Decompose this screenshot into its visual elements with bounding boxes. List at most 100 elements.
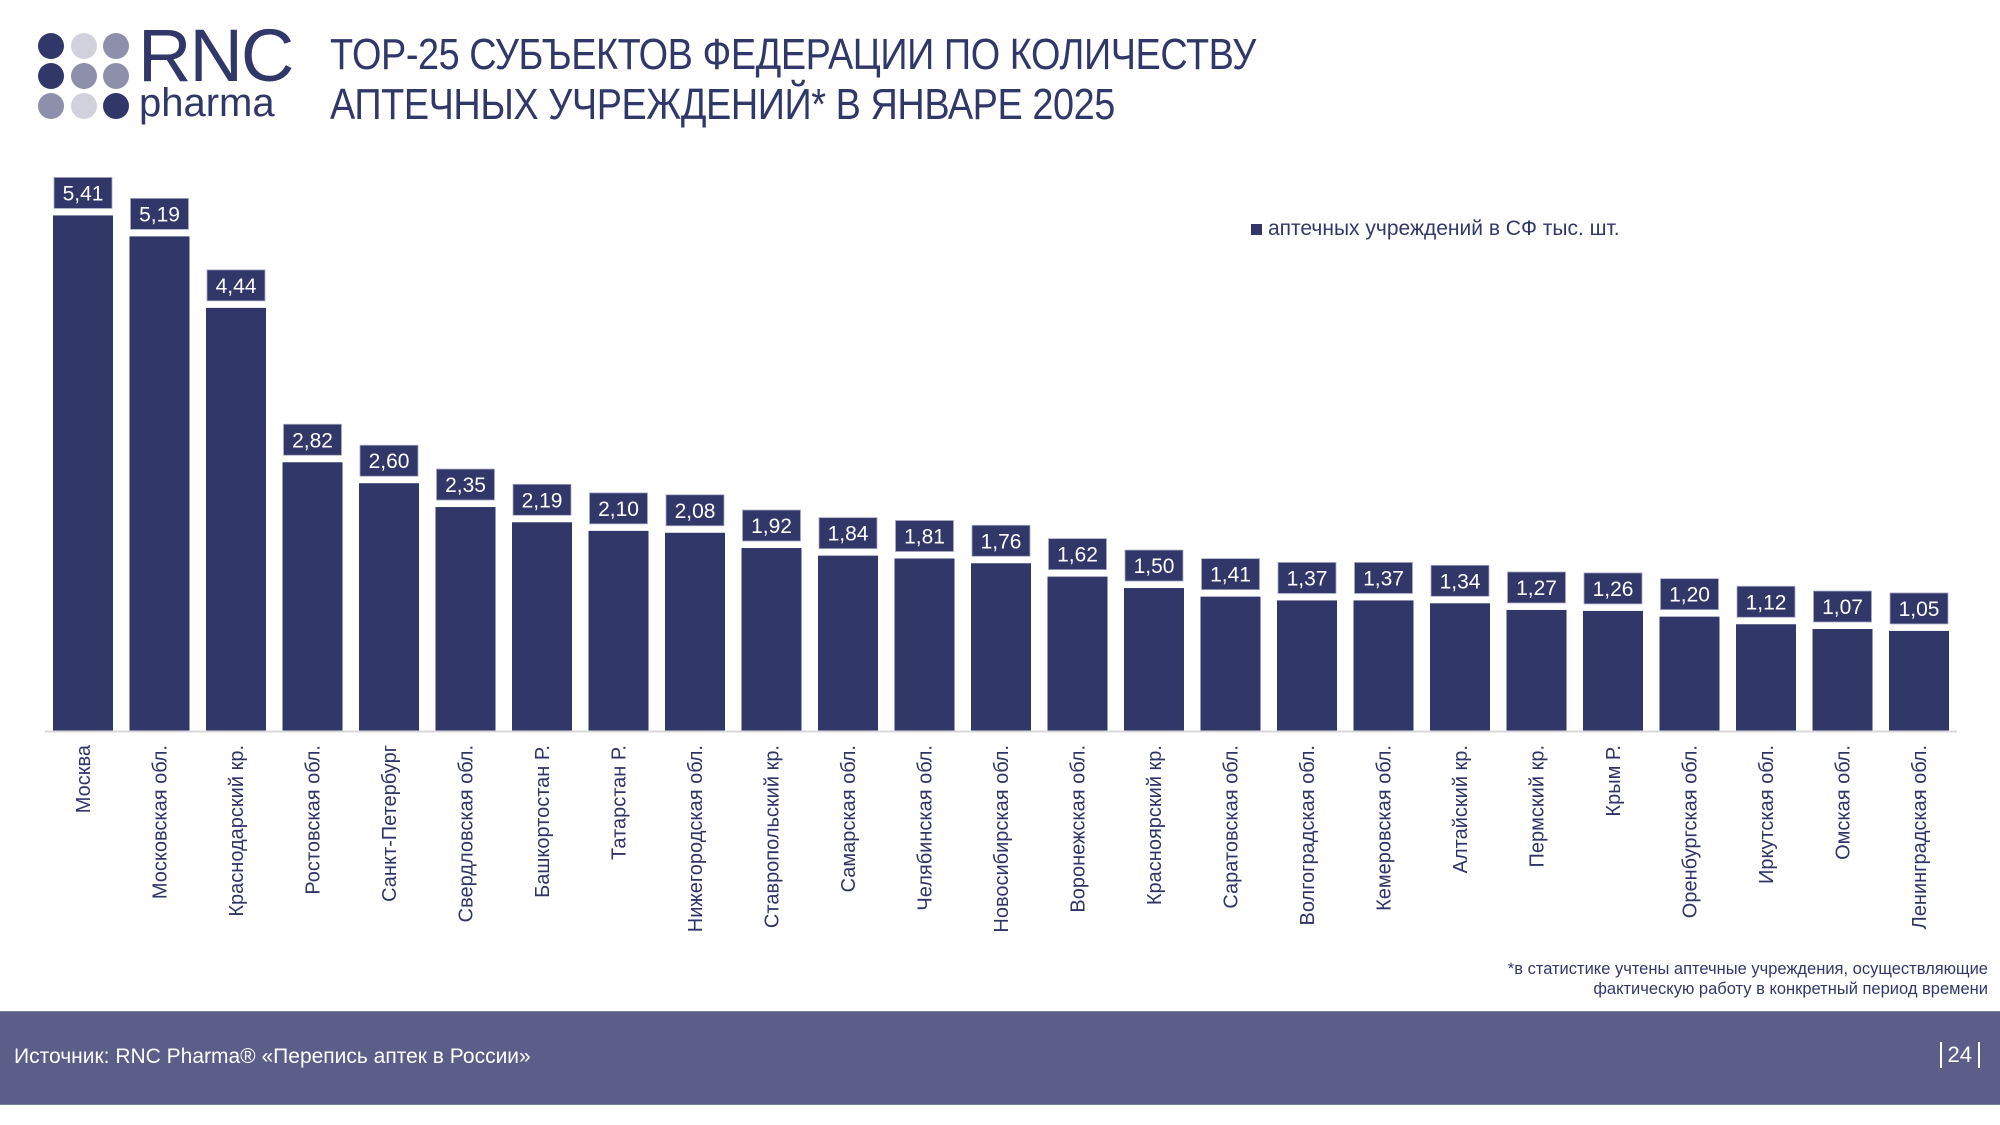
bar xyxy=(129,236,190,731)
x-tick-label: Крым Р. xyxy=(1603,745,1625,817)
data-label-box xyxy=(818,517,878,550)
data-label-box xyxy=(1354,562,1413,594)
data-label: 2,19 xyxy=(522,489,563,512)
bar xyxy=(512,522,572,731)
page-title-line1: TOP-25 СУБЪЕКТОВ ФЕДЕРАЦИИ ПО КОЛИЧЕСТВУ xyxy=(330,30,1256,79)
x-tick-label: Новосибирская обл. xyxy=(991,745,1013,933)
logo-dot xyxy=(71,33,97,59)
x-tick-label: Алтайский кр. xyxy=(1450,745,1472,873)
chart-legend: аптечных учреждений в СФ тыс. шт. xyxy=(1251,217,1620,241)
data-label: 2,10 xyxy=(598,498,639,521)
logo-dot xyxy=(103,93,129,119)
data-label: 1,20 xyxy=(1669,584,1710,607)
data-label: 1,37 xyxy=(1363,567,1404,590)
data-label-box xyxy=(1889,592,1949,625)
data-label: 1,37 xyxy=(1287,567,1328,590)
footer-band: Источник: RNC Pharma® «Перепись аптек в … xyxy=(0,1011,2000,1105)
bar xyxy=(1277,600,1337,731)
page-divider-right xyxy=(1978,1042,1980,1068)
x-tick-label: Ставропольский кр. xyxy=(762,745,784,928)
source-text: Источник: RNC Pharma® «Перепись аптек в … xyxy=(14,1045,531,1068)
data-label: 2,60 xyxy=(369,450,410,473)
data-label-box xyxy=(589,492,648,525)
data-label-box xyxy=(53,177,113,209)
bar xyxy=(1430,603,1490,731)
bar xyxy=(435,507,496,731)
bar xyxy=(1506,609,1567,731)
logo-dot xyxy=(38,33,64,59)
bar xyxy=(1583,610,1643,731)
x-tick-label: Красноярский кр. xyxy=(1144,745,1166,905)
bar xyxy=(971,563,1031,731)
x-tick-label: Московская обл. xyxy=(150,745,172,899)
logo-dot xyxy=(71,93,97,119)
data-label-box xyxy=(1277,562,1337,594)
page-title-line2: АПТЕЧНЫХ УЧРЕЖДЕНИЙ* В ЯНВАРЕ 2025 xyxy=(330,80,1115,129)
data-label: 2,35 xyxy=(445,474,486,497)
data-label-box xyxy=(1507,571,1566,604)
data-label: 1,50 xyxy=(1134,555,1175,578)
data-label: 1,12 xyxy=(1746,591,1787,614)
data-label: 2,82 xyxy=(292,429,333,452)
x-tick-label: Свердловская обл. xyxy=(456,745,478,922)
x-tick-label: Челябинская обл. xyxy=(915,745,937,911)
x-tick-label: Иркутская обл. xyxy=(1756,745,1778,884)
data-label-box xyxy=(971,524,1031,557)
bar xyxy=(1200,596,1261,731)
data-label: 4,44 xyxy=(216,275,257,298)
legend-swatch-icon xyxy=(1251,223,1262,235)
logo-dot xyxy=(71,63,97,89)
bar-chart: 5,41 Москва 5,19 Московская обл. 4,44 Краснод… xyxy=(45,177,1957,933)
logo-sub-text: pharma xyxy=(139,81,275,125)
logo-main-text: RNC xyxy=(138,14,294,97)
data-label-box xyxy=(1430,564,1490,597)
x-tick-label: Оренбургская обл. xyxy=(1680,745,1702,918)
data-label: 1,26 xyxy=(1593,578,1634,601)
bar xyxy=(1812,629,1873,731)
x-tick-label: Воронежская обл. xyxy=(1068,745,1090,913)
data-label-box xyxy=(206,269,266,302)
x-tick-label: Москва xyxy=(73,744,95,813)
bar xyxy=(1659,616,1720,731)
data-label-box xyxy=(1736,585,1796,618)
data-label-box xyxy=(130,197,189,230)
x-tick-label: Башкортостан Р. xyxy=(532,745,554,898)
x-tick-label: Пермский кр. xyxy=(1527,745,1549,867)
x-tick-label: Санкт-Петербург xyxy=(379,745,401,902)
bar xyxy=(1353,600,1414,731)
bar xyxy=(818,555,878,731)
data-label: 1,76 xyxy=(981,530,1022,553)
logo-dot xyxy=(103,63,129,89)
bar xyxy=(894,558,955,731)
x-tick-label: Волгоградская обл. xyxy=(1297,745,1319,926)
data-label-box xyxy=(359,444,419,477)
page-title: TOP-25 СУБЪЕКТОВ ФЕДЕРАЦИИ ПО КОЛИЧЕСТВУ… xyxy=(330,30,1256,130)
bar xyxy=(741,548,802,731)
page-number-value: 24 xyxy=(1947,1042,1972,1067)
data-label-box xyxy=(895,520,954,552)
page-number: 24 xyxy=(1939,1042,1980,1068)
bar xyxy=(588,530,649,731)
data-label: 1,92 xyxy=(751,515,792,538)
footnote: *в статистике учтены аптечные учреждения… xyxy=(1508,959,1988,999)
bar xyxy=(359,483,419,731)
data-label: 2,08 xyxy=(675,500,716,523)
rnc-pharma-logo: RNC pharma xyxy=(38,19,298,125)
data-label: 5,41 xyxy=(63,182,104,205)
data-label-box xyxy=(1813,590,1872,623)
bar xyxy=(282,462,343,731)
x-tick-label: Омская обл. xyxy=(1833,745,1855,860)
logo-dot xyxy=(38,93,64,119)
data-label-box xyxy=(512,483,572,516)
x-tick-label: Кемеровская обл. xyxy=(1374,745,1396,911)
data-label-box xyxy=(1660,578,1719,611)
data-label-box xyxy=(665,494,725,527)
data-label: 1,07 xyxy=(1822,596,1863,619)
x-tick-label: Ростовская обл. xyxy=(303,745,325,895)
data-label-box xyxy=(1124,549,1184,582)
data-label-box xyxy=(436,468,495,501)
data-label-box xyxy=(1201,558,1260,591)
x-tick-label: Самарская обл. xyxy=(838,745,860,892)
bar xyxy=(53,215,113,731)
data-label: 1,34 xyxy=(1440,570,1481,593)
